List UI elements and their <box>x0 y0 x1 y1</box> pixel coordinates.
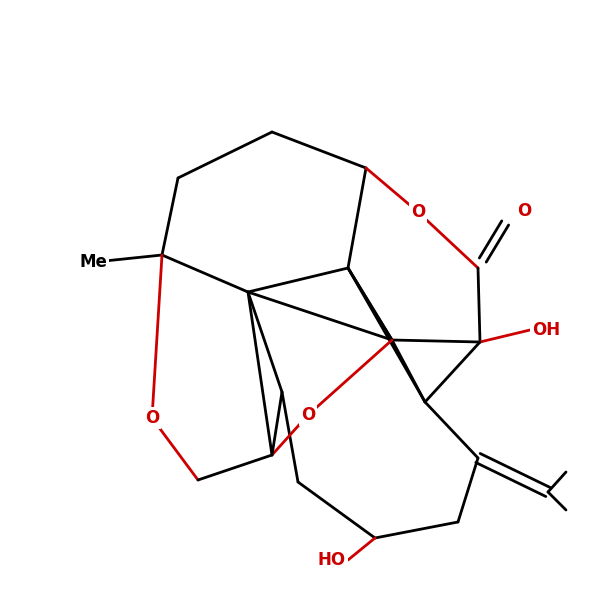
Text: O: O <box>517 202 531 220</box>
Text: OH: OH <box>532 321 560 339</box>
Text: Me: Me <box>79 253 107 271</box>
Text: HO: HO <box>318 551 346 569</box>
Text: O: O <box>301 406 315 424</box>
Text: O: O <box>411 203 425 221</box>
Text: O: O <box>145 409 159 427</box>
